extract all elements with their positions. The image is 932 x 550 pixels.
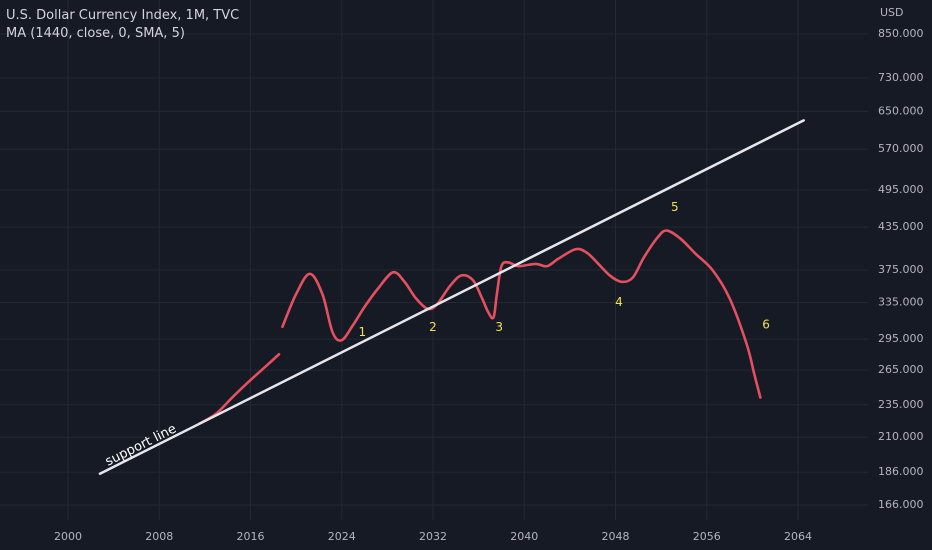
wave-label: 6 bbox=[762, 317, 770, 331]
y-tick-label: 495.000 bbox=[878, 183, 924, 196]
support-line-label: support line bbox=[103, 421, 179, 469]
y-tick-label: 850.000 bbox=[878, 27, 924, 40]
y-tick-label: 295.000 bbox=[878, 332, 924, 345]
projection-line-part-1 bbox=[197, 352, 281, 426]
y-tick-label: 375.000 bbox=[878, 263, 924, 276]
y-tick-label: 166.000 bbox=[878, 498, 924, 511]
wave-label: 2 bbox=[429, 320, 437, 334]
wave-label: 4 bbox=[615, 295, 623, 309]
x-tick-label: 2040 bbox=[510, 530, 538, 543]
x-tick-label: 2016 bbox=[237, 530, 265, 543]
x-tick-label: 2064 bbox=[784, 530, 812, 543]
x-tick-label: 2024 bbox=[328, 530, 356, 543]
wave-label: 5 bbox=[671, 200, 679, 214]
chart-legend: U.S. Dollar Currency Index, 1M, TVC MA (… bbox=[6, 7, 239, 43]
wave-label: 3 bbox=[495, 320, 503, 334]
x-tick-label: 2048 bbox=[602, 530, 630, 543]
support-trend-line bbox=[98, 119, 805, 475]
y-tick-label: 186.000 bbox=[878, 465, 924, 478]
x-tick-label: 2032 bbox=[419, 530, 447, 543]
x-tick-label: 2056 bbox=[693, 530, 721, 543]
y-tick-label: 570.000 bbox=[878, 142, 924, 155]
y-tick-label: 210.000 bbox=[878, 430, 924, 443]
x-tick-label: 2008 bbox=[145, 530, 173, 543]
chart-title[interactable]: U.S. Dollar Currency Index, 1M, TVC bbox=[6, 8, 240, 23]
indicator-label[interactable]: MA (1440, close, 0, SMA, 5) bbox=[6, 26, 185, 41]
wave-label: 1 bbox=[358, 325, 366, 339]
y-tick-label: 730.000 bbox=[878, 71, 924, 84]
currency-unit-label: USD bbox=[880, 6, 904, 19]
projection-line-part-2 bbox=[281, 229, 762, 399]
x-tick-label: 2000 bbox=[54, 530, 82, 543]
y-tick-label: 235.000 bbox=[878, 398, 924, 411]
y-tick-label: 335.000 bbox=[878, 296, 924, 309]
y-tick-label: 435.000 bbox=[878, 220, 924, 233]
y-tick-label: 265.000 bbox=[878, 363, 924, 376]
y-tick-label: 650.000 bbox=[878, 104, 924, 117]
